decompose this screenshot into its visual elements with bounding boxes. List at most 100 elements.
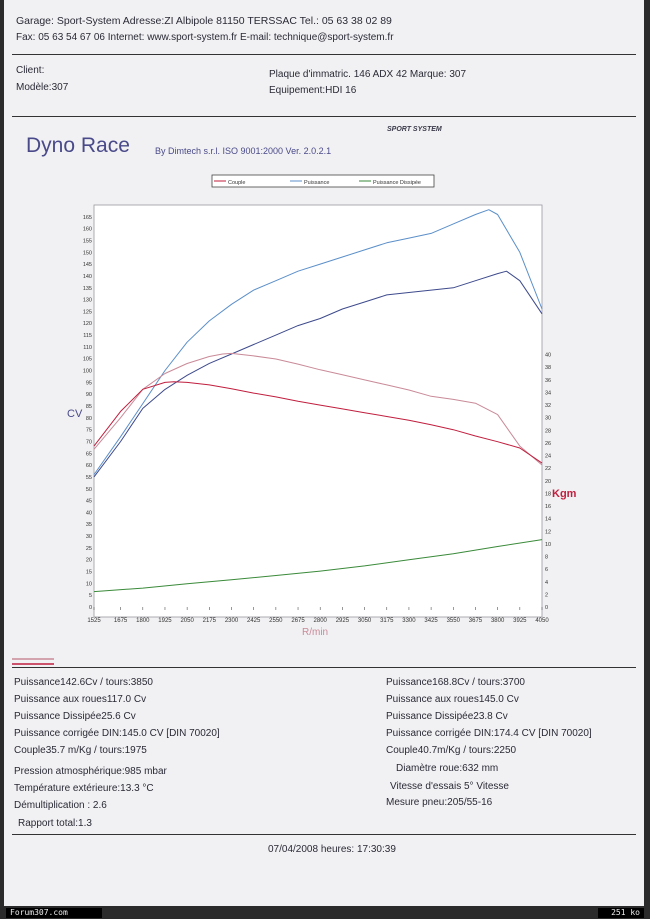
chart-series bbox=[93, 209, 543, 593]
x-tick-label: 2925 bbox=[336, 618, 350, 624]
left-tick-label: 75 bbox=[86, 428, 92, 434]
series-line-couple-3 bbox=[93, 381, 543, 464]
plot-frame bbox=[93, 204, 543, 618]
result-right-roues: Puissance aux roues145.0 Cv bbox=[386, 694, 519, 705]
dyno-chart: Couple Puissance Puissance Dissipée 1525… bbox=[67, 174, 577, 638]
result-left-din: Puissance corrigée DIN:145.0 CV [DIN 700… bbox=[14, 728, 220, 739]
left-tick-label: 20 bbox=[86, 558, 92, 564]
right-tick-label: 38 bbox=[545, 365, 551, 371]
x-tick-label: 3800 bbox=[491, 618, 505, 624]
x-tick-label: 3925 bbox=[513, 618, 527, 624]
results-divider bbox=[12, 667, 636, 668]
left-tick-label: 90 bbox=[86, 392, 92, 398]
x-tick-label: 3300 bbox=[402, 618, 416, 624]
left-tick-label: 85 bbox=[86, 404, 92, 410]
right-tick-label: 28 bbox=[545, 428, 551, 434]
result-left-rapport: Rapport total:1.3 bbox=[18, 818, 92, 829]
left-tick-label: 40 bbox=[86, 510, 92, 516]
x-tick-label: 2300 bbox=[225, 618, 239, 624]
dyno-title: Dyno Race bbox=[26, 134, 130, 157]
footer-divider bbox=[12, 834, 636, 835]
right-tick-label: 2 bbox=[545, 592, 548, 598]
left-tick-label: 100 bbox=[83, 369, 92, 375]
x-tick-label: 2675 bbox=[291, 618, 305, 624]
result-right-couple: Couple40.7m/Kg / tours:2250 bbox=[386, 745, 517, 756]
left-tick-label: 80 bbox=[86, 416, 92, 422]
left-tick-label: 160 bbox=[83, 227, 92, 233]
right-axis-label: Kgm bbox=[552, 488, 577, 500]
right-tick-label: 10 bbox=[545, 542, 551, 548]
left-axis-label: CV bbox=[67, 408, 83, 420]
right-tick-label: 32 bbox=[545, 403, 551, 409]
x-tick-label: 2550 bbox=[269, 618, 283, 624]
left-tick-label: 150 bbox=[83, 250, 92, 256]
result-right-diametre: Diamètre roue:632 mm bbox=[396, 763, 499, 774]
right-tick-label: 36 bbox=[545, 378, 551, 384]
left-tick-label: 25 bbox=[86, 546, 92, 552]
right-tick-label: 20 bbox=[545, 479, 551, 485]
left-tick-label: 145 bbox=[83, 262, 92, 268]
result-left-demultiplication: Démultiplication : 2.6 bbox=[14, 800, 107, 811]
image-footer-bar bbox=[0, 906, 650, 919]
left-tick-label: 65 bbox=[86, 451, 92, 457]
right-tick-label: 22 bbox=[545, 466, 551, 472]
right-tick-label: 4 bbox=[545, 580, 548, 586]
sport-system-logo: SPORT SYSTEM bbox=[387, 126, 442, 133]
left-tick-label: 10 bbox=[86, 581, 92, 587]
garage-info-line: Garage: Sport-System Adresse:ZI Albipole… bbox=[16, 15, 392, 27]
x-tick-label: 2175 bbox=[203, 618, 217, 624]
right-tick-label: 14 bbox=[545, 517, 551, 523]
forum-watermark: Forum307.com bbox=[6, 908, 102, 918]
right-tick-label: 30 bbox=[545, 416, 551, 422]
legend-couple: Couple bbox=[228, 180, 245, 186]
left-tick-label: 70 bbox=[86, 439, 92, 445]
chart-legend: Couple Puissance Puissance Dissipée bbox=[211, 174, 435, 188]
x-axis-label: R/min bbox=[302, 627, 328, 638]
left-tick-label: 135 bbox=[83, 286, 92, 292]
right-tick-label: 24 bbox=[545, 454, 551, 460]
right-tick-label: 8 bbox=[545, 555, 548, 561]
license-plate: Plaque d'immatric. 146 ADX 42 Marque: 30… bbox=[269, 69, 467, 80]
right-tick-label: 16 bbox=[545, 504, 551, 510]
series-line-puissance-0 bbox=[93, 209, 543, 475]
left-tick-label: 60 bbox=[86, 463, 92, 469]
result-left-roues: Puissance aux roues117.0 Cv bbox=[14, 694, 147, 705]
right-tick-label: 12 bbox=[545, 529, 551, 535]
result-right-vitesse: Vitesse d'essais 5° Vitesse bbox=[390, 781, 509, 792]
x-tick-label: 3425 bbox=[424, 618, 438, 624]
left-tick-label: 105 bbox=[83, 357, 92, 363]
x-tick-label: 3550 bbox=[447, 618, 461, 624]
dyno-subtitle: By Dimtech s.r.l. ISO 9001:2000 Ver. 2.0… bbox=[155, 146, 332, 156]
left-axis-ticks: 0 5 10 15 20 25 30 35 40 45 50 55 60 65 70 75 80 85 90 95 10… bbox=[83, 215, 92, 611]
x-tick-label: 4050 bbox=[535, 618, 549, 624]
right-tick-label: 40 bbox=[545, 353, 551, 359]
left-tick-label: 115 bbox=[83, 333, 92, 339]
right-tick-label: 6 bbox=[545, 567, 548, 573]
left-tick-label: 125 bbox=[83, 309, 92, 315]
result-left-puissance: Puissance142.6Cv / tours:3850 bbox=[14, 677, 153, 688]
result-left-couple: Couple35.7 m/Kg / tours:1975 bbox=[14, 745, 147, 756]
result-left-pression: Pression atmosphérique:985 mbar bbox=[14, 766, 167, 777]
file-size: 251 ko bbox=[598, 908, 644, 918]
left-tick-label: 35 bbox=[86, 522, 92, 528]
series-line-couple-2 bbox=[93, 352, 543, 466]
header-divider bbox=[12, 54, 636, 55]
left-tick-label: 95 bbox=[86, 380, 92, 386]
x-tick-label: 3050 bbox=[358, 618, 372, 624]
vehicle-equipment: Equipement:HDI 16 bbox=[269, 85, 357, 96]
left-tick-label: 130 bbox=[83, 298, 92, 304]
result-left-temperature: Température extérieure:13.3 °C bbox=[14, 783, 154, 794]
results-marker bbox=[12, 658, 54, 665]
left-tick-label: 140 bbox=[83, 274, 92, 280]
client-divider bbox=[12, 116, 636, 117]
x-tick-label: 1800 bbox=[136, 618, 150, 624]
left-tick-label: 30 bbox=[86, 534, 92, 540]
x-tick-label: 3675 bbox=[469, 618, 483, 624]
left-tick-label: 0 bbox=[89, 605, 92, 611]
series-line-puissance-1 bbox=[93, 270, 543, 478]
left-tick-label: 110 bbox=[83, 345, 92, 351]
left-tick-label: 155 bbox=[83, 238, 92, 244]
x-axis-ticks: 1525 1675 1800 1925 2050 2175 2300 2425 2550 2675… bbox=[87, 607, 549, 624]
dyno-report-sheet: Garage: Sport-System Adresse:ZI Albipole… bbox=[4, 0, 644, 906]
